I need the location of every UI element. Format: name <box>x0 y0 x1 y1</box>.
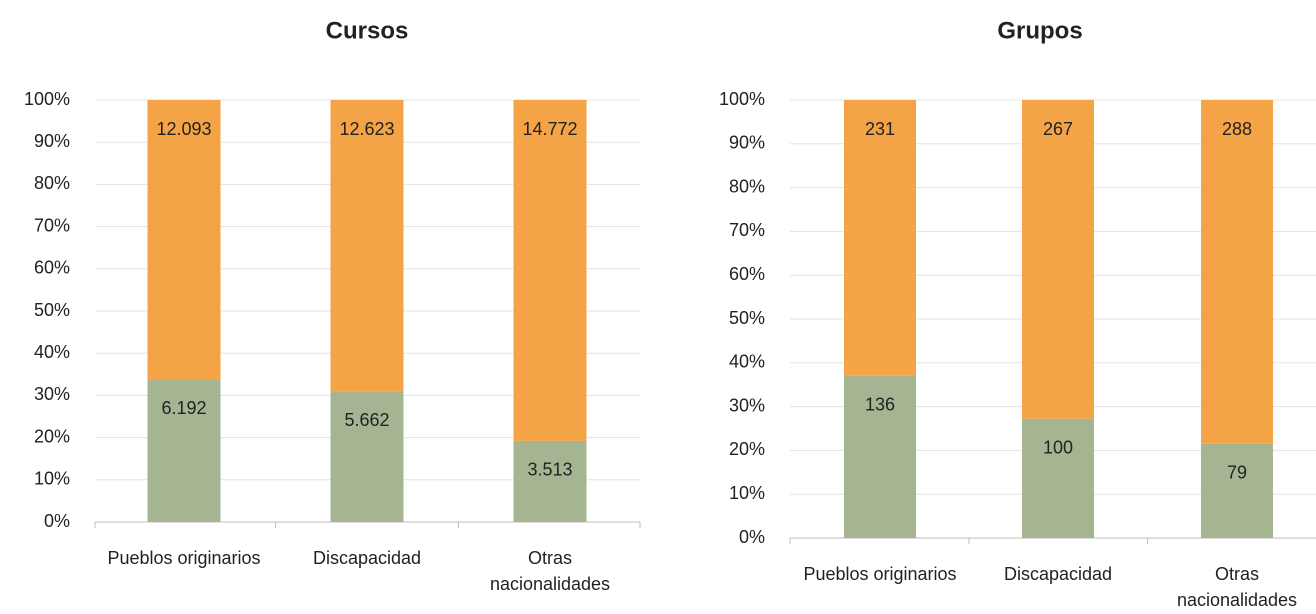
data-label: 136 <box>865 394 895 414</box>
data-label: 14.772 <box>522 119 577 139</box>
y-tick-label: 40% <box>34 342 70 362</box>
bar-segment <box>330 391 404 522</box>
y-tick-label: 80% <box>34 173 70 193</box>
bar-segment <box>513 440 587 522</box>
y-tick-label: 0% <box>44 511 70 531</box>
y-tick-label: 20% <box>729 439 765 459</box>
bar-segment <box>844 100 916 376</box>
y-tick-label: 60% <box>729 264 765 284</box>
y-tick-label: 20% <box>34 426 70 446</box>
bar-segment <box>844 375 916 538</box>
bar-segment <box>1201 100 1273 444</box>
y-tick-label: 60% <box>34 258 70 278</box>
bar-segment <box>147 379 221 522</box>
data-label: 231 <box>865 119 895 139</box>
x-tick-label: Discapacidad <box>1003 564 1113 584</box>
y-tick-label: 10% <box>729 483 765 503</box>
chart-title: Grupos <box>997 17 1082 44</box>
data-label: 288 <box>1222 119 1252 139</box>
y-tick-label: 30% <box>729 395 765 415</box>
x-tick-label: Otras nacionalidades <box>1176 564 1298 610</box>
bar-segment <box>513 100 587 441</box>
y-tick-label: 70% <box>34 215 70 235</box>
y-tick-label: 90% <box>729 133 765 153</box>
y-tick-label: 50% <box>34 300 70 320</box>
bar-segment <box>1022 100 1094 419</box>
data-label: 100 <box>1043 437 1073 457</box>
x-tick-label: Otras nacionalidades <box>489 548 611 594</box>
data-label: 6.192 <box>161 398 206 418</box>
x-tick-label: Pueblos originarios <box>803 564 957 584</box>
data-label: 12.623 <box>339 119 394 139</box>
y-tick-label: 30% <box>34 384 70 404</box>
y-tick-label: 50% <box>729 308 765 328</box>
y-tick-label: 0% <box>739 527 765 547</box>
y-tick-label: 90% <box>34 131 70 151</box>
y-tick-label: 80% <box>729 176 765 196</box>
y-tick-label: 70% <box>729 220 765 240</box>
data-label: 267 <box>1043 119 1073 139</box>
y-tick-label: 10% <box>34 469 70 489</box>
bar-segment <box>1201 443 1273 538</box>
bar-segment <box>330 100 404 392</box>
data-label: 5.662 <box>344 410 389 430</box>
x-tick-label: Pueblos originarios <box>107 548 261 568</box>
bar-segment <box>1022 418 1094 538</box>
y-tick-label: 100% <box>24 89 70 109</box>
data-label: 79 <box>1227 462 1247 482</box>
bar-segment <box>147 100 221 380</box>
y-tick-label: 40% <box>729 352 765 372</box>
y-tick-label: 100% <box>719 89 765 109</box>
chart-title: Cursos <box>326 17 409 44</box>
data-label: 3.513 <box>527 460 572 480</box>
data-label: 12.093 <box>156 119 211 139</box>
x-tick-label: Discapacidad <box>312 548 422 568</box>
